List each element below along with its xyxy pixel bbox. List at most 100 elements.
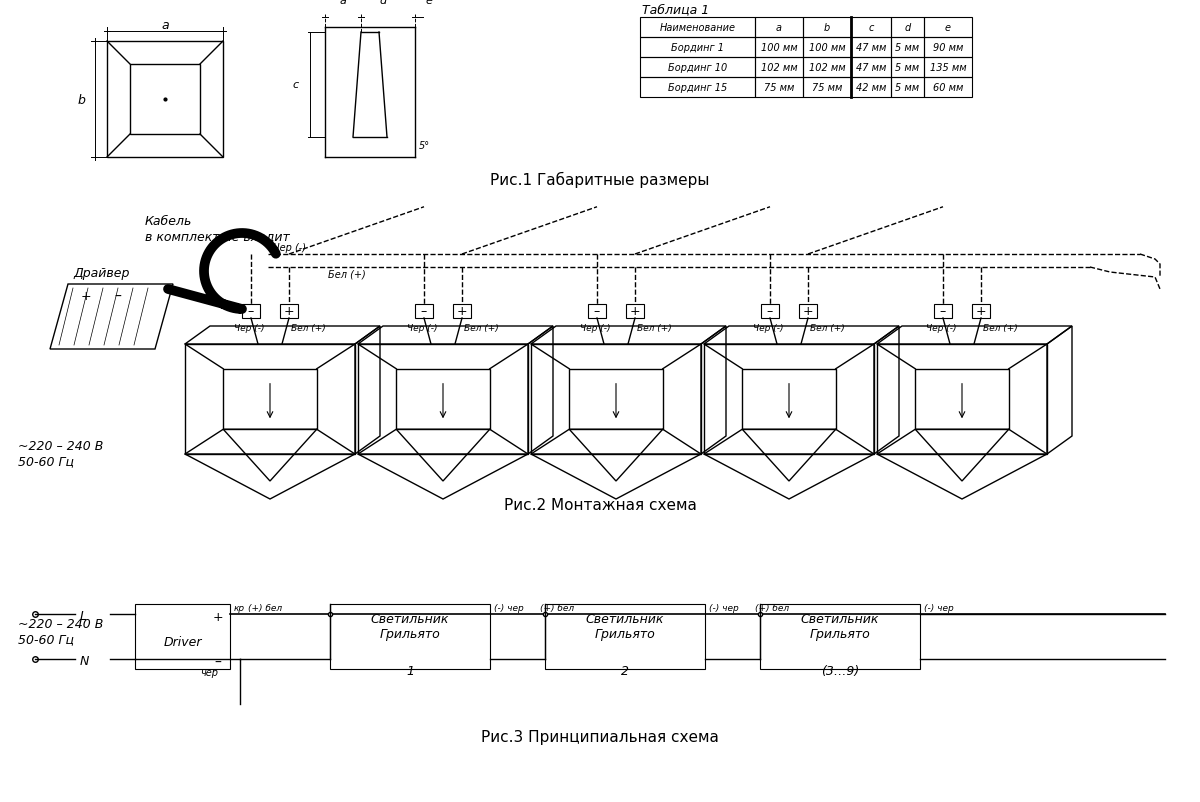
Text: Driver: Driver — [163, 635, 202, 648]
Text: Бел (+): Бел (+) — [637, 323, 672, 333]
Bar — [242, 305, 260, 318]
Text: 5 мм: 5 мм — [895, 63, 919, 73]
Text: –: – — [421, 305, 427, 318]
Text: Чер (-): Чер (-) — [407, 323, 437, 333]
Bar — [626, 305, 644, 318]
Bar — [755, 58, 803, 78]
Text: b: b — [824, 23, 830, 33]
Text: N: N — [80, 654, 89, 668]
Bar — [640, 18, 755, 38]
Text: 90 мм: 90 мм — [932, 43, 964, 53]
Text: Чер (-): Чер (-) — [925, 323, 956, 333]
Bar — [761, 305, 779, 318]
Bar — [803, 58, 851, 78]
Text: c: c — [869, 23, 874, 33]
Bar — [934, 305, 952, 318]
Text: 75 мм: 75 мм — [764, 83, 794, 93]
Text: –: – — [215, 655, 222, 669]
Text: ~220 – 240 В
50-60 Гц: ~220 – 240 В 50-60 Гц — [18, 439, 103, 468]
Text: d: d — [905, 23, 911, 33]
Bar — [851, 18, 890, 38]
Text: Светильник
Грильято: Светильник Грильято — [586, 613, 664, 641]
Text: Кабель
в комплект не входит: Кабель в комплект не входит — [145, 215, 289, 243]
Text: +: + — [283, 305, 294, 318]
Text: Бординг 15: Бординг 15 — [668, 83, 727, 93]
Bar — [890, 18, 924, 38]
Text: 2: 2 — [622, 664, 629, 677]
Text: –: – — [114, 290, 121, 304]
Text: –: – — [594, 305, 600, 318]
Text: a: a — [340, 0, 347, 6]
Text: (-) чер: (-) чер — [924, 603, 954, 612]
Text: Чер (-): Чер (-) — [752, 323, 784, 333]
Text: +: + — [457, 305, 467, 318]
Text: 102 мм: 102 мм — [761, 63, 797, 73]
Text: (-) чер: (-) чер — [494, 603, 523, 612]
Text: (+) бел: (+) бел — [540, 603, 574, 612]
Bar — [545, 604, 706, 669]
Text: Наименование: Наименование — [660, 23, 736, 33]
Bar — [640, 58, 755, 78]
Bar — [588, 305, 606, 318]
Text: 100 мм: 100 мм — [809, 43, 845, 53]
Text: +: + — [976, 305, 986, 318]
Bar — [972, 305, 990, 318]
Bar — [924, 38, 972, 58]
Text: 5°: 5° — [419, 141, 430, 151]
Text: Таблица 1: Таблица 1 — [642, 3, 709, 16]
Text: Светильник
Грильято: Светильник Грильято — [800, 613, 880, 641]
Text: Драйвер: Драйвер — [73, 267, 130, 280]
Text: (+) бел: (+) бел — [248, 603, 282, 612]
Text: Рис.2 Монтажная схема: Рис.2 Монтажная схема — [504, 497, 696, 512]
Text: 75 мм: 75 мм — [812, 83, 842, 93]
Bar — [803, 38, 851, 58]
Text: Рис.1 Габаритные размеры: Рис.1 Габаритные размеры — [491, 172, 709, 188]
Bar — [134, 604, 230, 669]
Text: ~220 – 240 В
50-60 Гц: ~220 – 240 В 50-60 Гц — [18, 618, 103, 646]
Bar — [280, 305, 298, 318]
Text: Рис.3 Принципиальная схема: Рис.3 Принципиальная схема — [481, 729, 719, 744]
Bar — [851, 38, 890, 58]
Bar — [924, 78, 972, 98]
Text: Бординг 10: Бординг 10 — [668, 63, 727, 73]
Text: d: d — [379, 0, 386, 6]
Text: 42 мм: 42 мм — [856, 83, 886, 93]
Text: +: + — [630, 305, 641, 318]
Bar — [890, 58, 924, 78]
Text: e: e — [425, 0, 432, 6]
Text: Бел (+): Бел (+) — [328, 269, 366, 280]
Bar — [890, 38, 924, 58]
Text: (+) бел: (+) бел — [755, 603, 790, 612]
Text: –: – — [767, 305, 773, 318]
Text: –: – — [248, 305, 254, 318]
Text: 47 мм: 47 мм — [856, 63, 886, 73]
Text: 47 мм: 47 мм — [856, 43, 886, 53]
Text: Бел (+): Бел (+) — [464, 323, 499, 333]
Bar — [454, 305, 470, 318]
Bar — [803, 18, 851, 38]
Text: Чер (-): Чер (-) — [274, 243, 306, 253]
Bar — [851, 58, 890, 78]
Text: 102 мм: 102 мм — [809, 63, 845, 73]
Bar — [799, 305, 817, 318]
Text: e: e — [946, 23, 952, 33]
Text: –: – — [940, 305, 946, 318]
Text: Бел (+): Бел (+) — [292, 323, 325, 333]
Bar — [924, 58, 972, 78]
Text: Бел (+): Бел (+) — [810, 323, 845, 333]
Bar — [640, 38, 755, 58]
Text: +: + — [212, 611, 223, 624]
Text: a: a — [776, 23, 782, 33]
Text: +: + — [80, 290, 91, 303]
Text: Бординг 1: Бординг 1 — [671, 43, 724, 53]
Text: b: b — [77, 93, 85, 107]
Text: +: + — [803, 305, 814, 318]
Text: 5 мм: 5 мм — [895, 83, 919, 93]
Bar — [755, 78, 803, 98]
Text: 100 мм: 100 мм — [761, 43, 797, 53]
Text: чер: чер — [200, 667, 218, 677]
Text: (-) чер: (-) чер — [709, 603, 739, 612]
Text: 60 мм: 60 мм — [932, 83, 964, 93]
Text: Бел (+): Бел (+) — [983, 323, 1018, 333]
Text: Чер (-): Чер (-) — [580, 323, 611, 333]
